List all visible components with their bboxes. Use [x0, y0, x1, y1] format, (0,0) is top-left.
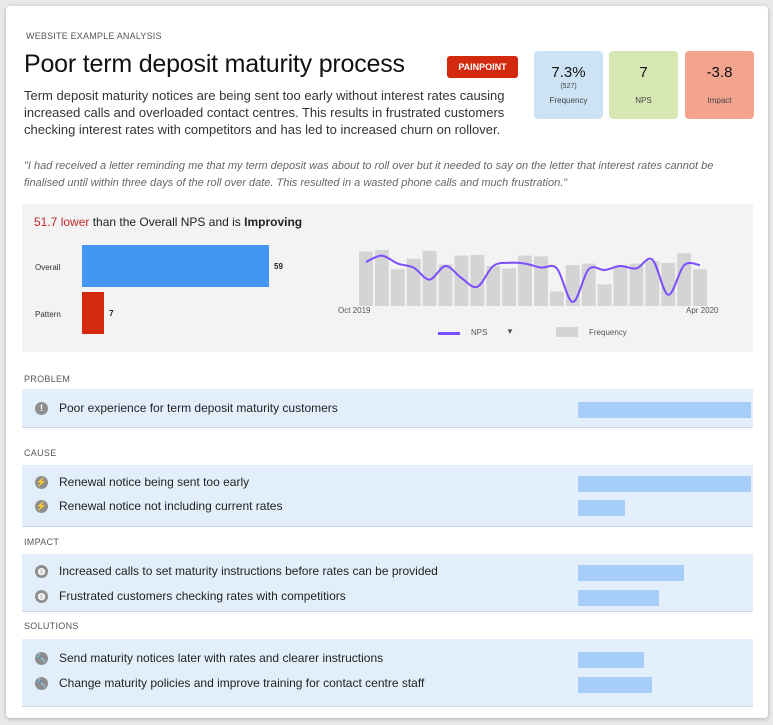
bar-pattern: [82, 292, 105, 334]
frequency-bar: [613, 265, 628, 306]
list-item-bar: [578, 565, 684, 581]
frequency-count: (527): [560, 83, 577, 90]
list-item-bar: [578, 500, 625, 516]
list-item-text: Change maturity policies and improve tra…: [59, 676, 425, 690]
signal-icon: ◍: [35, 565, 48, 578]
bar-overall: [82, 245, 269, 287]
list-item-bar: [578, 677, 653, 693]
list-item-bar: [578, 476, 751, 492]
impact-block: ◍ Increased calls to set maturity instru…: [22, 554, 753, 612]
frequency-bar: [629, 263, 644, 306]
list-item-bar: [578, 402, 751, 418]
section-label-cause: CAUSE: [24, 448, 57, 458]
nps-label: NPS: [635, 96, 652, 105]
eyebrow-label: WEBSITE EXAMPLE ANALYSIS: [26, 31, 162, 41]
frequency-bar: [486, 266, 501, 306]
list-item-text: Poor experience for term deposit maturit…: [59, 401, 338, 415]
customer-quote: "I had received a letter reminding me th…: [24, 160, 714, 189]
list-item-text: Increased calls to set maturity instruct…: [59, 564, 438, 578]
frequency-bar: [677, 253, 692, 306]
frequency-value: 7.3%: [551, 64, 586, 81]
frequency-bar: [502, 268, 517, 306]
legend-dropdown-icon[interactable]: ▼: [506, 327, 514, 336]
list-item-text: Send maturity notices later with rates a…: [59, 651, 384, 665]
list-item-text: Renewal notice being sent too early: [59, 475, 250, 489]
frequency-label: Frequency: [549, 96, 588, 105]
bar-label-pattern: Pattern: [35, 310, 61, 319]
x-axis-end-label: Apr 2020: [686, 306, 719, 315]
impact-value: -3.8: [706, 64, 733, 81]
frequency-bar: [422, 250, 437, 306]
list-item-bar: [578, 652, 644, 668]
wrench-icon: 🔧: [35, 652, 48, 665]
frequency-bar: [549, 291, 564, 306]
frequency-metric-card: 7.3% (527) Frequency: [534, 51, 603, 119]
x-axis-start-label: Oct 2019: [338, 306, 371, 315]
frequency-bar: [534, 256, 548, 306]
list-item[interactable]: 🔧 Change maturity policies and improve t…: [22, 672, 753, 694]
impact-sub: [685, 83, 754, 91]
list-item[interactable]: ◍ Increased calls to set maturity instru…: [22, 560, 753, 582]
list-item[interactable]: ⚡ Renewal notice being sent too early: [22, 471, 753, 493]
list-item-text: Renewal notice not including current rat…: [59, 499, 283, 513]
frequency-bar: [390, 269, 405, 306]
lightning-icon: ⚡: [35, 500, 48, 513]
bar-value-pattern: 7: [109, 309, 114, 318]
nps-panel: 51.7 lower than the Overall NPS and is I…: [22, 204, 753, 352]
list-item[interactable]: ! Poor experience for term deposit matur…: [22, 397, 753, 419]
frequency-bar: [565, 265, 580, 306]
nps-trend: Improving: [244, 215, 303, 229]
frequency-bar: [359, 251, 373, 306]
alert-icon: !: [35, 402, 48, 415]
frequency-bar: [438, 264, 453, 306]
impact-label: Impact: [707, 96, 732, 105]
nps-diff: 51.7 lower: [34, 215, 90, 229]
list-item[interactable]: 🔧 Send maturity notices later with rates…: [22, 647, 753, 669]
nps-line: [365, 254, 701, 304]
frequency-bar: [374, 250, 389, 306]
frequency-bar: [645, 261, 660, 306]
trend-chart: [359, 250, 707, 306]
cause-block: ⚡ Renewal notice being sent too early ⚡ …: [22, 465, 753, 527]
legend-frequency-swatch: [556, 327, 578, 337]
frequency-bar: [693, 269, 707, 306]
nps-value: 7: [639, 64, 648, 81]
nps-metric-card: 7 NPS: [609, 51, 678, 119]
nps-comparison-text: than the Overall NPS and is: [89, 215, 245, 229]
frequency-bar: [518, 255, 532, 306]
description: Term deposit maturity notices are being …: [24, 88, 505, 137]
frequency-bar: [470, 254, 485, 306]
bar-value-overall: 59: [274, 262, 283, 271]
section-label-solutions: SOLUTIONS: [24, 621, 79, 631]
problem-block: ! Poor experience for term deposit matur…: [22, 389, 753, 428]
section-label-impact: IMPACT: [24, 537, 60, 547]
bar-label-overall: Overall: [35, 263, 61, 272]
frequency-bar: [454, 255, 469, 306]
list-item[interactable]: ◍ Frustrated customers checking rates wi…: [22, 585, 753, 607]
section-label-problem: PROBLEM: [24, 374, 71, 384]
legend-nps-swatch: [438, 332, 460, 335]
solutions-block: 🔧 Send maturity notices later with rates…: [22, 639, 753, 707]
painpoint-badge: PAINPOINT: [447, 56, 518, 78]
list-item-bar: [578, 590, 660, 606]
lightning-icon: ⚡: [35, 476, 48, 489]
nps-sub: [609, 83, 678, 91]
impact-metric-card: -3.8 Impact: [685, 51, 754, 119]
frequency-bar: [661, 262, 676, 306]
analysis-card: WEBSITE EXAMPLE ANALYSIS Poor term depos…: [6, 6, 768, 718]
wrench-icon: 🔧: [35, 677, 48, 690]
legend-nps-label: NPS: [471, 328, 488, 337]
nps-comparison: 51.7 lower than the Overall NPS and is I…: [34, 215, 302, 229]
legend-frequency-label: Frequency: [589, 328, 627, 337]
list-item-text: Frustrated customers checking rates with…: [59, 589, 346, 603]
signal-icon: ◍: [35, 590, 48, 603]
frequency-bar: [597, 284, 612, 306]
page-title: Poor term deposit maturity process: [24, 50, 405, 78]
list-item[interactable]: ⚡ Renewal notice not including current r…: [22, 495, 753, 517]
